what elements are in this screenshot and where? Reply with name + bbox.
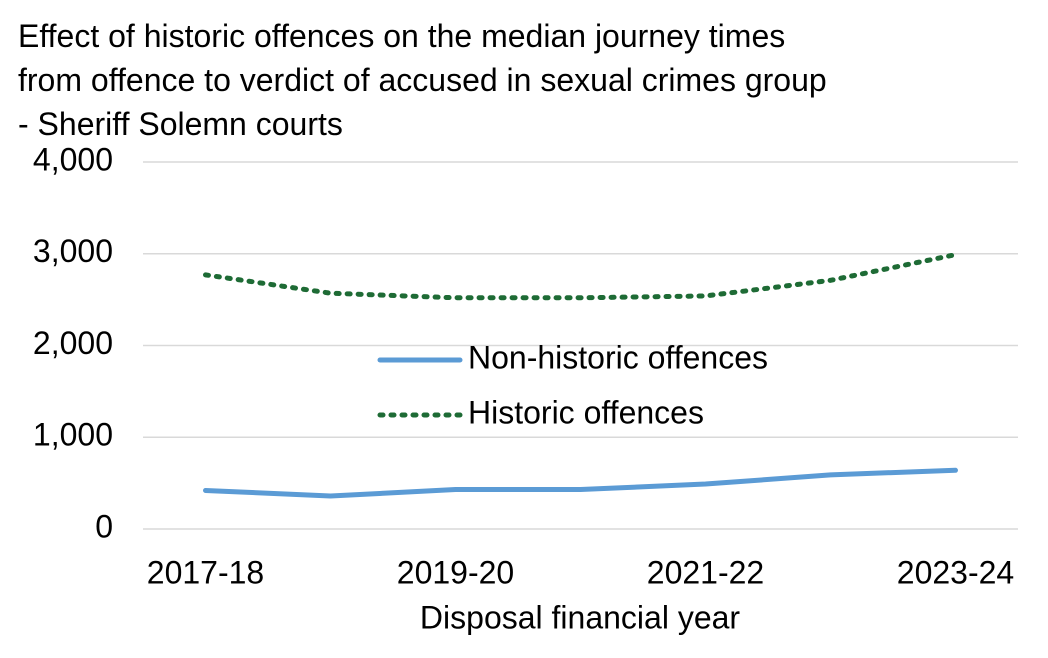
y-tick-label: 3,000 <box>33 233 113 269</box>
x-tick-label: 2017-18 <box>147 554 264 590</box>
legend-label: Non-historic offences <box>468 339 768 375</box>
y-tick-label: 1,000 <box>33 417 113 453</box>
x-axis-label: Disposal financial year <box>420 599 741 635</box>
y-tick-label: 2,000 <box>33 325 113 361</box>
x-tick-label: 2023-24 <box>897 554 1014 590</box>
data-line <box>203 467 958 499</box>
chart-title: Effect of historic offences on the media… <box>18 18 827 142</box>
x-tick-label: 2019-20 <box>397 554 514 590</box>
x-tick-label: 2021-22 <box>647 554 764 590</box>
data-line <box>203 252 958 301</box>
y-tick-label: 4,000 <box>33 141 113 177</box>
legend-label: Historic offences <box>468 394 704 430</box>
y-tick-label: 0 <box>95 508 113 544</box>
